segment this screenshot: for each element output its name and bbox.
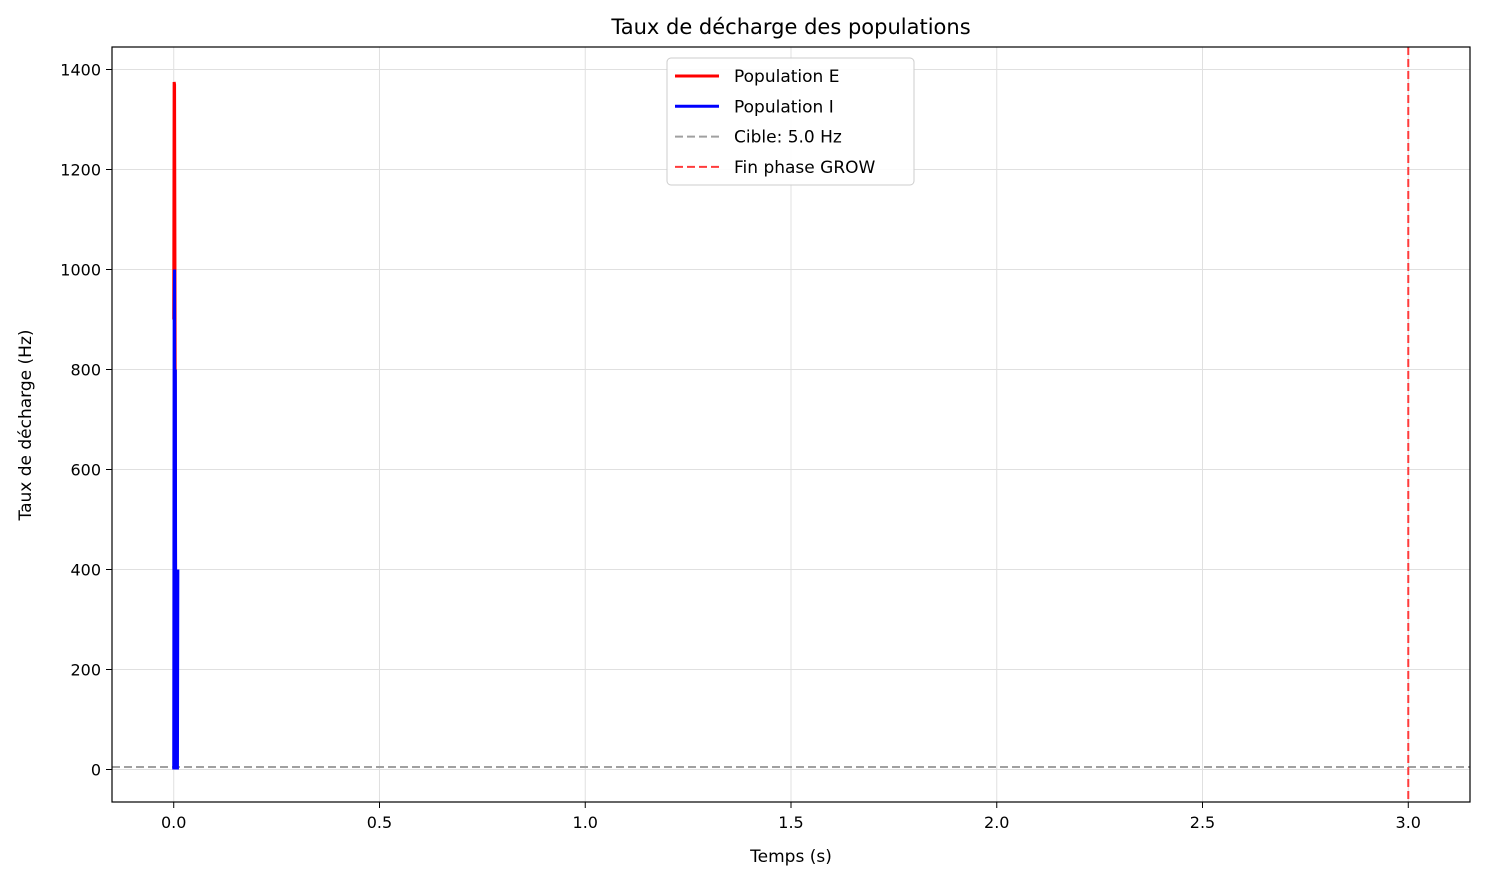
x-tick-label: 0.0 (161, 813, 186, 832)
x-tick-label: 2.5 (1190, 813, 1215, 832)
series-line-population-i (172, 269, 180, 770)
y-tick-label: 0 (91, 761, 101, 780)
x-tick-label: 3.0 (1396, 813, 1421, 832)
y-tick-label: 1200 (60, 161, 101, 180)
x-tick-label: 2.0 (984, 813, 1009, 832)
legend-label: Population E (734, 67, 839, 87)
legend-label: Cible: 5.0 Hz (734, 128, 842, 148)
x-tick-label: 1.5 (778, 813, 803, 832)
legend: Population E Population I Cible: 5.0 Hz Fin… (666, 57, 915, 186)
y-tick-label: 200 (70, 661, 101, 680)
x-tick-label: 1.0 (573, 813, 598, 832)
y-tick-label: 600 (70, 461, 101, 480)
x-tick-label: 0.5 (367, 813, 392, 832)
y-axis-label: Taux de décharge (Hz) (16, 330, 36, 522)
legend-label: Fin phase GROW (734, 158, 876, 178)
y-tick-label: 400 (70, 561, 101, 580)
y-tick-label: 1400 (60, 61, 101, 80)
axis-ticks: 0.0 0.5 1.0 1.5 2.0 2.5 3.0 0 200 400 600 800 1000 12… (60, 61, 1421, 833)
chart-title: Taux de décharge des populations (610, 15, 970, 39)
y-tick-label: 1000 (60, 261, 101, 280)
legend-box (666, 57, 915, 186)
x-axis-label: Temps (s) (749, 847, 832, 867)
plot-data (112, 47, 1470, 802)
y-tick-label: 800 (70, 361, 101, 380)
legend-label: Population I (734, 97, 834, 117)
